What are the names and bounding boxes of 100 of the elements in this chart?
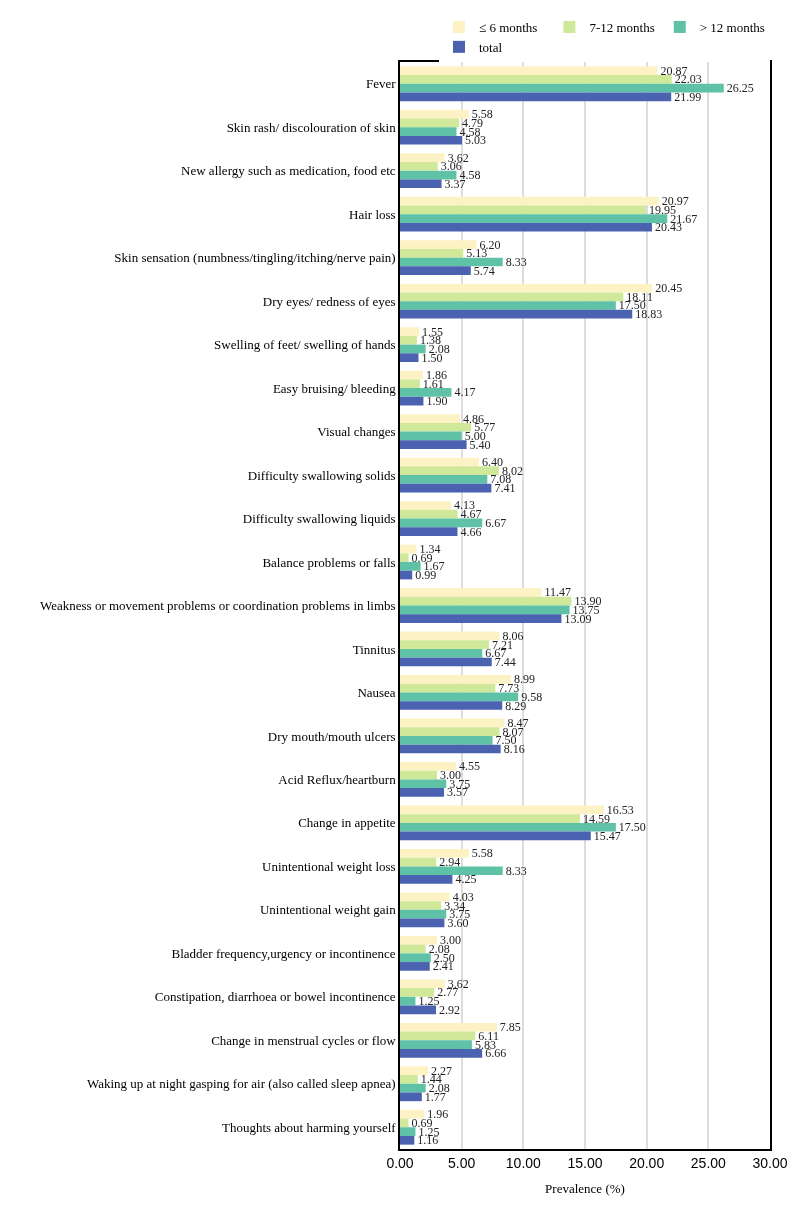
bar — [400, 118, 460, 128]
bar — [400, 892, 450, 902]
bar — [400, 501, 451, 510]
bar — [400, 370, 423, 380]
bar — [400, 431, 462, 441]
bar — [400, 92, 672, 102]
bar — [400, 1127, 416, 1136]
bar — [400, 1092, 422, 1102]
bar — [400, 344, 426, 354]
y-tick-label: Thoughts about harming yourself — [221, 1119, 397, 1135]
bar — [400, 918, 445, 928]
bar — [400, 153, 445, 162]
x-tick-label: 5.00 — [448, 1154, 476, 1171]
bar — [400, 805, 604, 815]
y-tick-label: Skin rash/ discolouration of skin — [226, 119, 397, 135]
legend-label: total — [479, 39, 503, 55]
bar — [400, 440, 467, 449]
bar — [400, 483, 492, 493]
x-tick-label: 25.00 — [690, 1154, 727, 1171]
bar — [400, 718, 505, 728]
data-label: 5.58 — [471, 846, 493, 861]
bar — [400, 657, 492, 667]
bar — [400, 814, 580, 823]
bar — [400, 1118, 409, 1128]
bar — [400, 553, 409, 563]
data-label: 8.33 — [505, 863, 527, 878]
bar — [400, 683, 496, 693]
bar — [400, 379, 420, 389]
y-tick-label: Visual changes — [317, 424, 396, 440]
bar — [400, 570, 413, 580]
bar — [400, 109, 469, 119]
bar — [400, 744, 501, 754]
data-label: 8.33 — [505, 255, 527, 270]
bar — [400, 875, 453, 884]
legend-label: ≤ 6 months — [479, 20, 538, 36]
bar — [400, 335, 418, 345]
bar — [400, 988, 435, 997]
bar — [400, 257, 503, 267]
bar — [400, 266, 471, 276]
bar — [400, 457, 479, 467]
data-label: 4.66 — [460, 524, 482, 539]
y-tick-label: Dry eyes/ redness of eyes — [262, 293, 396, 309]
bar — [400, 135, 463, 145]
bar — [400, 848, 469, 858]
bar — [400, 901, 442, 910]
bar — [400, 1075, 418, 1084]
bar — [400, 248, 464, 258]
bar — [400, 222, 652, 232]
bar — [400, 909, 447, 919]
bar — [400, 640, 489, 649]
bar — [400, 953, 431, 963]
x-tick-label: 10.00 — [505, 1154, 542, 1171]
bar — [400, 353, 419, 363]
bar — [400, 1083, 426, 1093]
bar — [400, 935, 437, 945]
bar — [400, 979, 445, 989]
bar — [400, 1109, 425, 1119]
data-label: 2.92 — [439, 1002, 461, 1017]
y-tick-label: Skin sensation (numbness/tingling/itching/nerve pain) — [114, 250, 396, 266]
data-label: 21.99 — [674, 89, 702, 104]
bar — [400, 822, 616, 832]
data-label: 1.90 — [426, 394, 448, 409]
y-tick-label: Acid Reflux/heartburn — [278, 771, 397, 787]
bar — [400, 588, 542, 597]
bar — [400, 179, 442, 189]
data-label: 7.85 — [499, 1020, 521, 1035]
y-tick-label: Tinnitus — [352, 641, 396, 657]
bar — [400, 596, 572, 606]
y-tick-label: Nausea — [357, 685, 396, 701]
data-label: 15.47 — [593, 828, 621, 843]
bar — [400, 701, 503, 710]
y-tick-label: Swelling of feet/ swelling of hands — [214, 337, 396, 353]
y-tick-label: Fever — [366, 76, 397, 92]
legend-label: 7-12 months — [589, 20, 655, 36]
bar — [400, 518, 483, 528]
bar — [400, 283, 653, 293]
bar — [400, 83, 724, 93]
x-tick-label: 0.00 — [386, 1154, 414, 1171]
bar — [400, 727, 500, 736]
y-tick-label: Constipation, diarrhoea or bowel incontinence — [154, 989, 396, 1005]
bar — [400, 544, 417, 554]
bar — [400, 240, 477, 249]
bar — [400, 675, 511, 684]
data-label: 4.86 — [462, 411, 484, 426]
data-label: 4.25 — [455, 872, 477, 887]
data-label: 6.67 — [485, 515, 507, 530]
x-tick-label: 20.00 — [629, 1154, 665, 1171]
bar — [400, 422, 472, 432]
y-tick-label: Bladder frequency,urgency or incontinence — [171, 945, 396, 961]
bar — [400, 301, 616, 310]
bar — [400, 648, 483, 658]
bar — [400, 1049, 483, 1058]
bar — [400, 509, 458, 519]
bar — [400, 327, 420, 336]
bar — [400, 292, 624, 302]
bar — [400, 605, 570, 615]
bar — [400, 962, 430, 971]
y-tick-label: Change in appetite — [298, 815, 396, 831]
y-tick-label: Unintentional weight loss — [262, 858, 396, 874]
bar — [400, 1022, 497, 1032]
